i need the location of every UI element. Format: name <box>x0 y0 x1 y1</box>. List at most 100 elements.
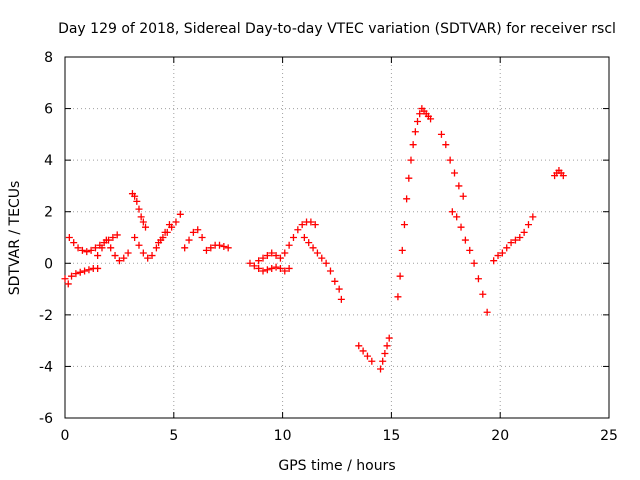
data-point <box>74 244 82 252</box>
plot-frame <box>64 56 610 419</box>
data-point <box>259 267 267 275</box>
data-point <box>81 267 89 275</box>
y-axis-label: SDTVAR / TECUs <box>7 181 23 296</box>
data-point <box>91 244 99 252</box>
data-point <box>159 234 167 241</box>
data-point <box>181 244 189 252</box>
data-point <box>142 223 150 231</box>
data-point <box>448 208 456 216</box>
data-point <box>139 218 147 226</box>
data-point <box>529 213 537 221</box>
data-point <box>411 128 419 136</box>
data-point <box>494 252 502 260</box>
data-point <box>250 262 258 270</box>
data-point <box>498 249 506 257</box>
data-point <box>220 243 228 251</box>
data-point <box>453 213 461 221</box>
data-point <box>289 234 297 241</box>
data-point <box>255 257 263 265</box>
data-point <box>152 244 160 252</box>
data-point <box>135 241 143 249</box>
x-tick-label: 25 <box>600 428 618 444</box>
data-point <box>172 218 180 226</box>
data-point <box>276 254 284 262</box>
data-point <box>85 266 93 274</box>
data-point <box>246 259 254 267</box>
data-point <box>455 182 463 190</box>
data-point <box>381 350 389 358</box>
data-point <box>272 252 280 260</box>
data-point <box>398 246 406 254</box>
series-rscl-arc-c <box>94 236 132 265</box>
data-point <box>168 223 176 231</box>
data-point <box>61 275 69 283</box>
series-rscl-arc-m <box>377 334 393 373</box>
y-tick-label: -2 <box>39 308 53 324</box>
data-point <box>281 267 289 275</box>
data-point <box>457 223 465 231</box>
data-point <box>377 365 385 373</box>
data-point <box>224 244 232 252</box>
data-point <box>207 244 215 252</box>
data-point <box>309 244 317 252</box>
data-point <box>511 236 519 244</box>
series-rscl-arc-f <box>155 210 184 247</box>
data-point <box>307 218 315 226</box>
series-rscl-arc-h <box>202 241 232 254</box>
data-point <box>379 357 387 365</box>
data-point <box>331 277 339 285</box>
data-point <box>285 241 293 249</box>
series-rscl-arc-p <box>448 208 491 316</box>
axis-ticks: 0 5 10 15 20 25 -6 -4 -2 0 2 4 6 8 <box>39 50 618 444</box>
data-point <box>94 252 102 260</box>
series-rscl-arc-b <box>65 231 121 256</box>
data-point <box>520 228 528 236</box>
series-rscl-arc-n <box>394 105 435 301</box>
data-point <box>70 239 78 247</box>
data-point <box>461 236 469 244</box>
data-point <box>322 259 330 267</box>
data-point <box>120 254 128 262</box>
data-point <box>394 293 402 301</box>
data-point <box>202 246 210 254</box>
data-point <box>189 228 197 236</box>
data-point <box>83 248 91 256</box>
data-point <box>259 254 267 262</box>
data-point <box>285 264 293 272</box>
data-point <box>65 234 73 241</box>
data-point <box>102 236 110 244</box>
data-point <box>98 244 106 252</box>
data-point <box>414 117 422 125</box>
data-point <box>109 234 117 241</box>
data-point <box>507 239 515 247</box>
data-point <box>359 347 367 355</box>
series-rscl-arc-d <box>128 190 150 231</box>
series-rscl-arc-j <box>255 218 319 265</box>
data-point <box>311 221 319 229</box>
data-point <box>409 141 417 149</box>
series-rscl-arc-k <box>300 234 345 303</box>
series-rscl-arc-q <box>490 213 537 265</box>
data-point <box>294 226 302 234</box>
data-point <box>64 280 72 288</box>
data-point <box>305 239 313 247</box>
data-point <box>326 267 334 275</box>
data-point <box>318 254 326 262</box>
data-point <box>78 246 86 254</box>
data-point <box>107 244 115 252</box>
data-point <box>163 228 171 236</box>
data-point <box>215 241 223 249</box>
data-point <box>131 234 139 241</box>
data-point <box>263 266 271 274</box>
x-tick-label: 0 <box>61 428 70 444</box>
y-tick-label: -4 <box>39 359 53 375</box>
data-point <box>470 259 478 267</box>
y-tick-label: 8 <box>44 50 53 66</box>
data-point <box>490 257 498 265</box>
data-point <box>113 231 121 239</box>
data-point <box>300 234 308 241</box>
data-point <box>263 252 271 260</box>
data-point <box>198 234 206 241</box>
series-rscl-low-arc-a <box>61 264 102 288</box>
